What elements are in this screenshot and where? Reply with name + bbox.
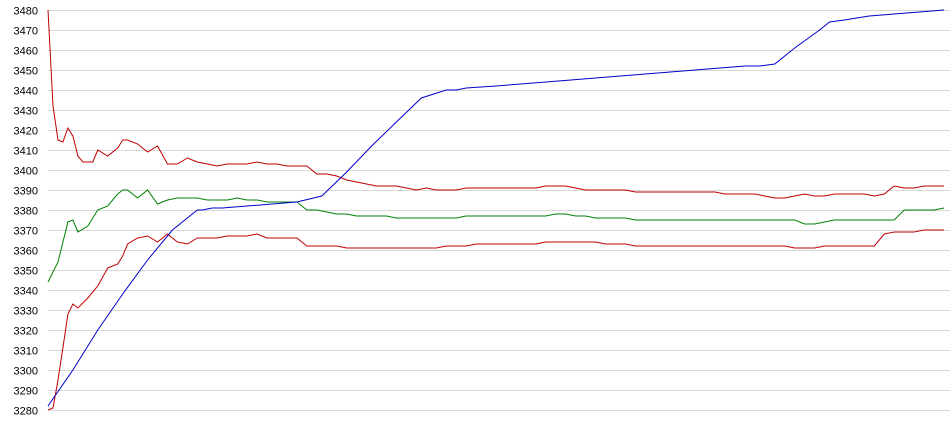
y-tick-label-3400: 3400: [14, 166, 38, 178]
y-tick-label-3450: 3450: [14, 66, 38, 78]
series-lines: [47, 9, 945, 411]
y-tick-label-3320: 3320: [14, 326, 38, 338]
y-tick-label-3430: 3430: [14, 106, 38, 118]
series-line-4: [47, 9, 945, 407]
y-tick-label-3460: 3460: [14, 46, 38, 58]
y-tick-label-3440: 3440: [14, 86, 38, 98]
y-tick-label-3340: 3340: [14, 286, 38, 298]
y-tick-label-3380: 3380: [14, 206, 38, 218]
y-tick-label-3280: 3280: [14, 406, 38, 418]
y-tick-label-3480: 3480: [14, 6, 38, 18]
y-tick-label-3370: 3370: [14, 226, 38, 238]
series-line-3: [47, 229, 944, 411]
y-tick-label-3410: 3410: [14, 146, 38, 158]
y-tick-label-3310: 3310: [14, 346, 38, 358]
series-line-1: [47, 9, 944, 199]
y-tick-label-3290: 3290: [14, 386, 38, 398]
y-tick-label-3300: 3300: [14, 366, 38, 378]
y-tick-label-3350: 3350: [14, 266, 38, 278]
y-tick-label-3390: 3390: [14, 186, 38, 198]
y-tick-label-3360: 3360: [14, 246, 38, 258]
y-tick-label-3420: 3420: [14, 126, 38, 138]
gridlines: [48, 10, 950, 411]
y-tick-label-3330: 3330: [14, 306, 38, 318]
series-line-2: [47, 189, 945, 283]
y-axis-tick-labels: 3280 3290 3300 3310 3320 3330 3340 3350 3360 3370…: [14, 6, 38, 418]
y-tick-label-3470: 3470: [14, 26, 38, 38]
